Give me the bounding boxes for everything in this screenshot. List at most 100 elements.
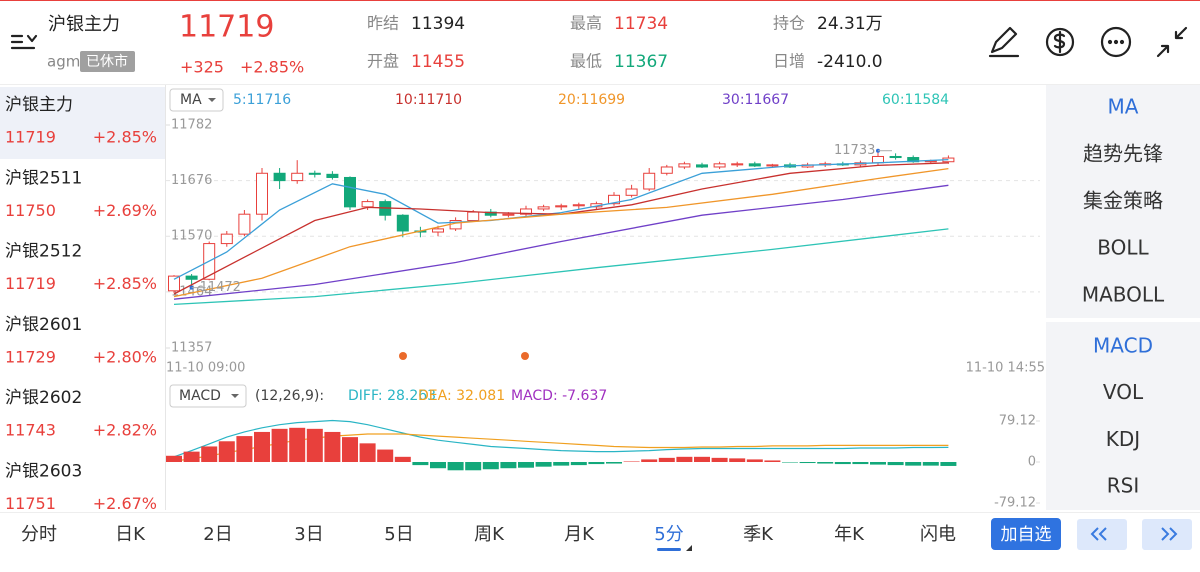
candle-body — [555, 205, 568, 208]
stat-value: 11455 — [411, 52, 465, 72]
macd-button[interactable] — [169, 384, 247, 408]
ma-button-label: MA — [180, 92, 202, 108]
indicator[interactable]: MABOLL — [1082, 283, 1165, 307]
macd-bar — [817, 462, 834, 464]
candle-body — [731, 163, 744, 166]
macd-legend: DEA: 32.081 — [418, 388, 505, 404]
macd-bar — [359, 443, 376, 462]
add-button[interactable] — [991, 518, 1061, 550]
status-badge — [80, 51, 135, 72]
y-tick-label: 11570 — [171, 229, 212, 244]
watch-name: 沪银2511 — [5, 168, 82, 188]
candle-body — [572, 204, 585, 207]
y-tick-label: 11782 — [171, 118, 212, 133]
candle-body — [396, 214, 409, 232]
stat-value: 11394 — [411, 14, 465, 34]
indicator-panel — [1046, 322, 1200, 510]
candle-body — [502, 213, 515, 216]
macd-bar — [342, 437, 358, 462]
tab[interactable]: 周K — [474, 524, 505, 545]
indicator[interactable]: VOL — [1103, 380, 1144, 404]
y-tick-label: 11676 — [171, 173, 212, 188]
watch-price: 11729 — [5, 347, 56, 366]
watch-pct: +2.85% — [93, 274, 157, 293]
ma-line — [173, 162, 949, 295]
macd-bar — [799, 462, 816, 464]
tab[interactable]: 5日 — [384, 524, 413, 545]
macd-bar — [694, 456, 710, 462]
macd-bar — [570, 462, 587, 466]
menu-icon[interactable] — [10, 34, 38, 50]
tab[interactable]: 月K — [564, 524, 595, 545]
tab[interactable]: 3日 — [294, 524, 323, 545]
candle-body — [608, 194, 620, 205]
macd-bar — [377, 449, 394, 462]
macd-bar — [729, 458, 746, 462]
candle-body — [520, 208, 532, 215]
macd-bar — [588, 462, 605, 465]
event-dot[interactable] — [399, 352, 407, 360]
ma-legend: 5:11716 — [233, 92, 291, 108]
candle-body — [344, 176, 356, 208]
ma-button[interactable] — [169, 88, 224, 112]
time-label: 11-10 09:00 — [166, 361, 245, 376]
tab[interactable]: 季K — [743, 524, 774, 545]
macd-bar — [324, 431, 341, 462]
watch-name: 沪银2601 — [5, 315, 82, 335]
watch-pct: +2.80% — [93, 347, 157, 366]
macd-bar — [465, 462, 482, 471]
tab[interactable]: 年K — [834, 524, 865, 545]
tab[interactable]: 5分 — [654, 524, 683, 545]
more-icon[interactable] — [1100, 26, 1132, 58]
collapse-icon[interactable] — [1156, 26, 1188, 58]
macd-bar — [658, 457, 675, 462]
macd-bar — [887, 462, 904, 466]
macd-legend: DIFF: 28.263 — [348, 388, 436, 404]
macd-bar — [430, 462, 446, 469]
indicator[interactable]: 趋势先锋 — [1083, 142, 1163, 166]
macd-bar — [218, 441, 235, 462]
add-button-label: 加自选 — [1001, 525, 1052, 545]
indicator[interactable]: KDJ — [1106, 427, 1140, 451]
macd-bar — [201, 446, 218, 462]
draw-icon[interactable] — [988, 26, 1020, 58]
stat-label: 最低 — [570, 52, 602, 71]
candle-body — [696, 164, 708, 168]
macd-bar — [183, 451, 200, 462]
event-dot[interactable] — [521, 352, 529, 360]
candle-body — [713, 163, 726, 168]
indicator[interactable]: MACD — [1093, 334, 1153, 358]
change-pct: +2.85% — [240, 58, 304, 77]
y2-tick-label: 79.12 — [999, 414, 1036, 429]
macd-bar — [254, 431, 270, 462]
macd-bar — [482, 462, 499, 470]
price: 11719 — [179, 10, 274, 45]
candle-body — [326, 173, 339, 178]
candle-body — [291, 172, 304, 182]
ma-legend: 30:11667 — [722, 92, 789, 108]
currency-icon[interactable] — [1045, 27, 1075, 57]
tab[interactable]: 闪电 — [920, 524, 956, 545]
tab[interactable]: 日K — [115, 524, 146, 545]
indicator[interactable]: 集金策略 — [1083, 189, 1163, 213]
indicator[interactable]: RSI — [1107, 474, 1140, 498]
macd-bar — [500, 462, 517, 469]
candle-body — [238, 213, 251, 235]
macd-bar — [289, 427, 306, 462]
prev-button[interactable] — [1077, 519, 1127, 550]
tab-underline — [657, 548, 681, 551]
macd-bar — [535, 462, 552, 467]
tab[interactable]: 分时 — [21, 524, 57, 545]
tab[interactable]: 2日 — [203, 524, 232, 545]
macd-line — [173, 419, 949, 458]
macd-bar — [764, 460, 781, 462]
macd-bar — [922, 462, 939, 466]
watch-pct: +2.85% — [93, 128, 157, 147]
indicator[interactable]: BOLL — [1097, 236, 1149, 260]
code: agm — [47, 53, 80, 71]
macd-bar — [236, 436, 253, 462]
indicator[interactable]: MA — [1108, 95, 1139, 119]
macd-bar — [905, 462, 922, 466]
candle-body — [467, 211, 480, 221]
